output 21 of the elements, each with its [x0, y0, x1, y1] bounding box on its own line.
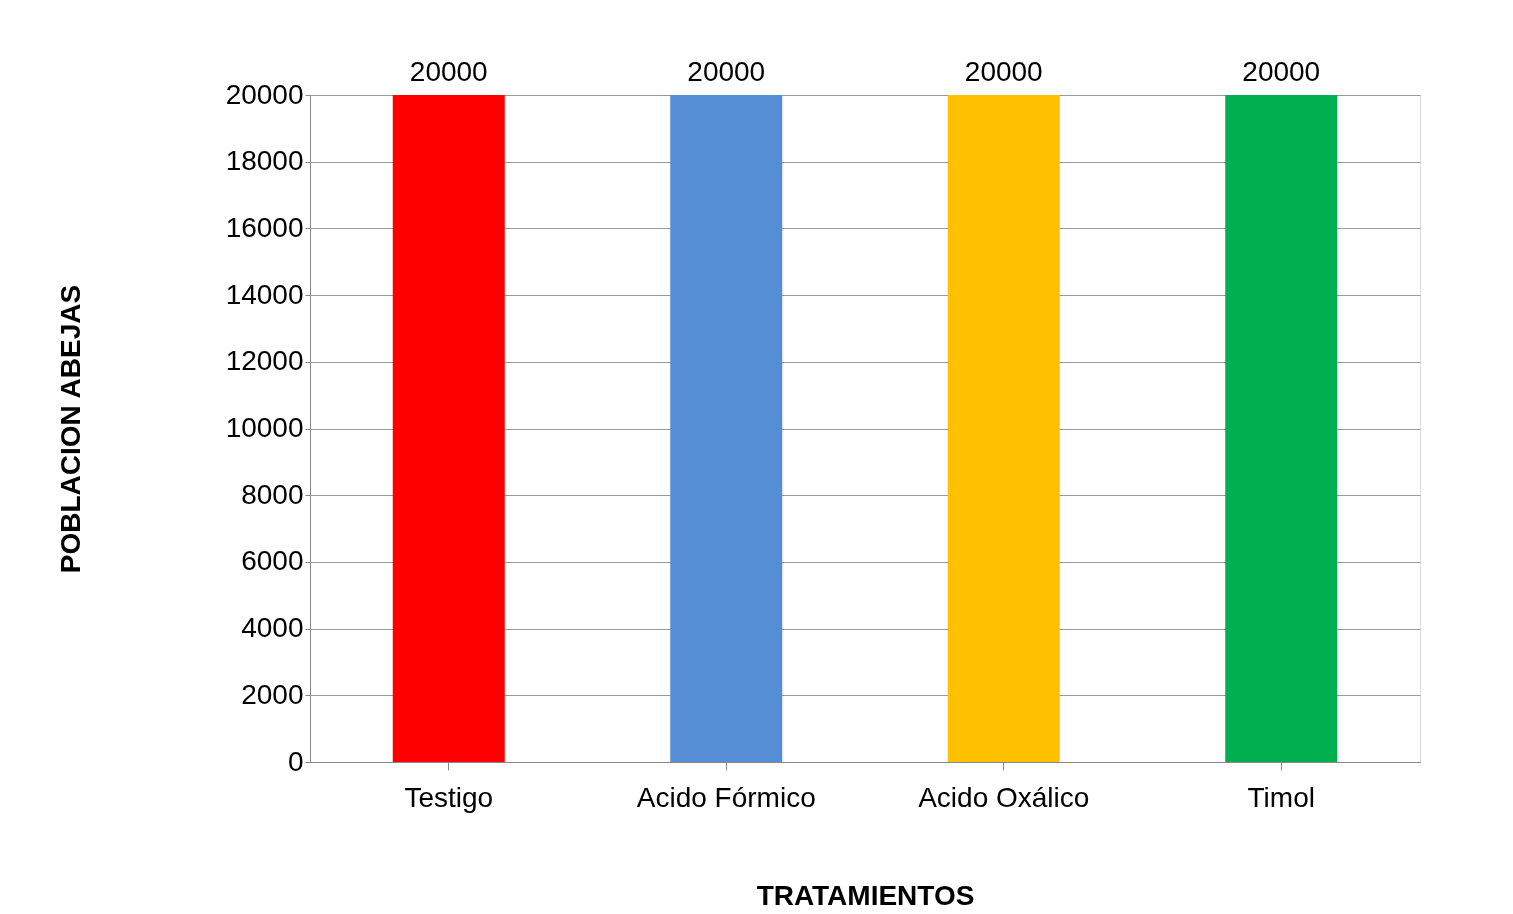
- data-label: 20000: [409, 56, 488, 87]
- x-tick-label: Acido Oxálico: [918, 781, 1090, 813]
- y-tick-label: 16000: [225, 211, 304, 243]
- y-tick-label: 2000: [241, 678, 304, 710]
- y-tick-label: 12000: [225, 345, 304, 377]
- y-tick-label: 6000: [241, 545, 304, 577]
- y-tick-label: 8000: [241, 478, 304, 510]
- y-tick-label: 0: [287, 745, 304, 777]
- data-label: 20000: [1242, 56, 1321, 87]
- y-axis-title: POBLACION ABEJAS: [54, 284, 86, 574]
- x-tick-label: Timol: [1247, 781, 1315, 813]
- x-tick-label: Acido Fórmico: [636, 781, 816, 813]
- data-label: 20000: [964, 56, 1043, 87]
- y-tick-label: 4000: [241, 612, 304, 644]
- x-tick-label: Testigo: [404, 781, 494, 813]
- data-label: 20000: [687, 56, 766, 87]
- y-tick-label: 18000: [225, 145, 304, 177]
- x-axis-title: TRATAMIENTOS: [756, 879, 975, 911]
- y-tick-label: 10000: [225, 412, 304, 443]
- y-tick-label: 20000: [225, 78, 304, 110]
- y-tick-label: 14000: [225, 278, 304, 310]
